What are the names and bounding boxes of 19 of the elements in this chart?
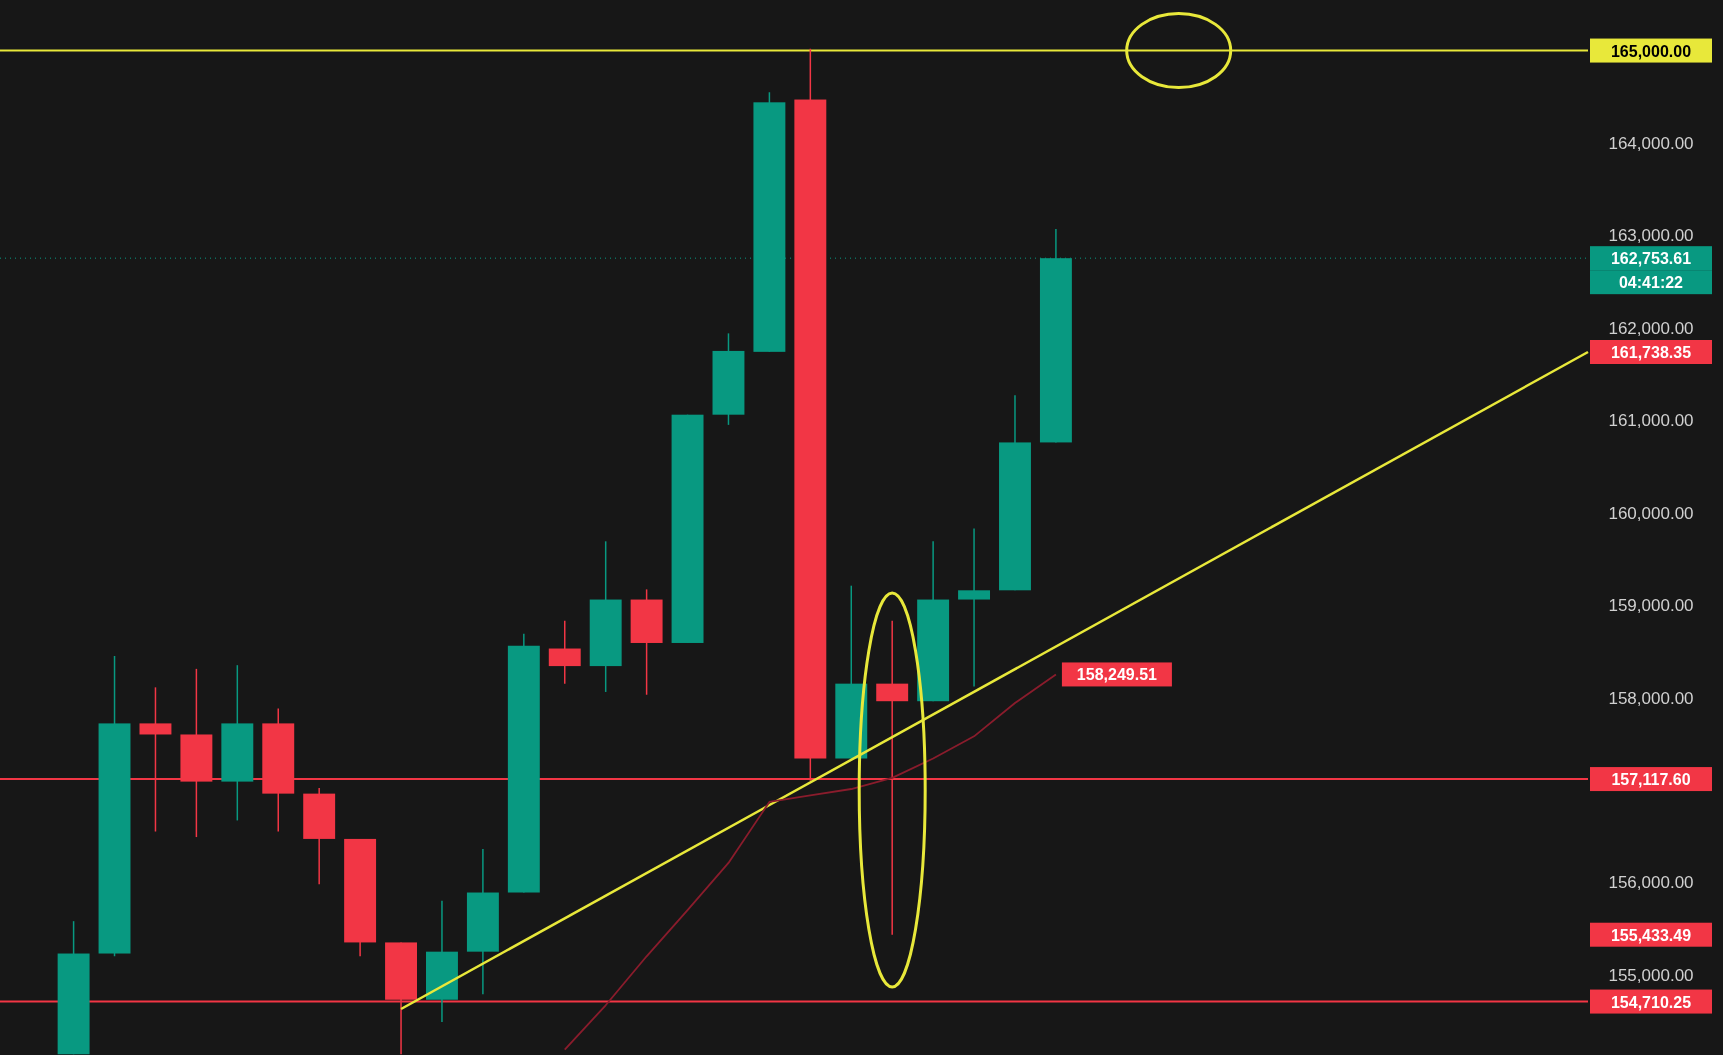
countdown-box: 04:41:22 [1590, 270, 1712, 295]
y-tick-label: 161,000.00 [1608, 411, 1694, 431]
y-tick-label: 162,000.00 [1608, 318, 1694, 338]
candlestick [958, 527, 991, 688]
y-tick-label: 159,000.00 [1608, 596, 1694, 616]
ref-line-label: 154,710.25 [1610, 993, 1692, 1011]
ref-line-label: 157,117.60 [1611, 771, 1691, 789]
line-series [563, 673, 1057, 1051]
ref-line-label: 165,000.00 [1610, 42, 1692, 60]
data-label: 158,249.51 [1076, 666, 1158, 684]
y-tick-label: 163,000.00 [1608, 226, 1694, 246]
y-tick-label: 155,000.00 [1608, 965, 1694, 985]
y-tick-label: 160,000.00 [1608, 503, 1694, 523]
y-tick-label: 158,000.00 [1608, 688, 1694, 708]
y-tick-label: 156,000.00 [1608, 873, 1694, 893]
ref-line-label: 162,753.61 [1610, 250, 1692, 268]
y-tick-label: 164,000.00 [1608, 133, 1694, 153]
text: 155,433.49 [1610, 926, 1692, 944]
data-label: 161,738.35 [1610, 344, 1692, 361]
